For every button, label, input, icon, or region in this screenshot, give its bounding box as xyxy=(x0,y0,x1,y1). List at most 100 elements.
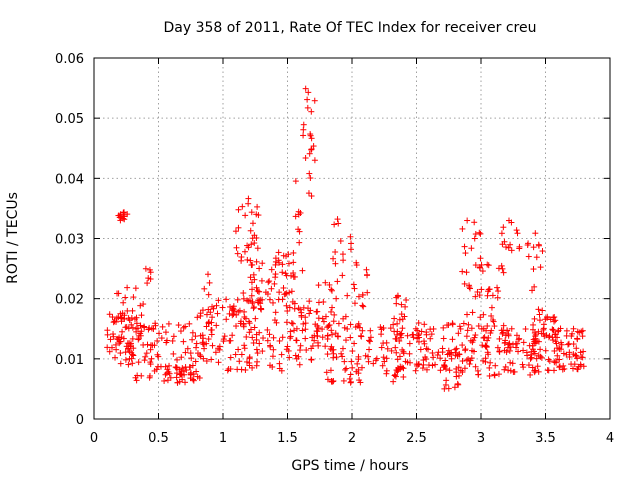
data-point xyxy=(524,352,531,359)
data-point xyxy=(472,363,479,370)
data-point xyxy=(238,257,245,264)
data-point xyxy=(326,281,333,288)
data-point xyxy=(203,340,210,347)
data-point xyxy=(455,381,462,388)
x-tick-label: 2 xyxy=(348,431,356,446)
data-point xyxy=(378,331,385,338)
data-point xyxy=(288,288,295,295)
data-point xyxy=(356,377,363,384)
data-point xyxy=(399,346,406,353)
data-point xyxy=(272,309,279,316)
data-point xyxy=(539,307,546,314)
data-point xyxy=(574,336,581,343)
data-point xyxy=(452,346,459,353)
data-point xyxy=(229,305,236,312)
data-point xyxy=(378,344,385,351)
data-point xyxy=(530,244,537,251)
data-point xyxy=(404,332,411,339)
data-point xyxy=(328,378,335,385)
data-point xyxy=(142,265,149,272)
data-point xyxy=(216,346,223,353)
data-point xyxy=(253,258,260,265)
data-point xyxy=(304,96,311,103)
data-point xyxy=(476,229,483,236)
data-point xyxy=(402,303,409,310)
y-tick-label: 0.02 xyxy=(55,293,84,308)
data-point xyxy=(245,318,252,325)
data-point xyxy=(293,337,300,344)
x-tick-label: 4 xyxy=(606,431,614,446)
data-point xyxy=(320,298,327,305)
data-point xyxy=(199,307,206,314)
data-point xyxy=(224,367,231,374)
data-point xyxy=(398,301,405,308)
data-point xyxy=(227,354,234,361)
data-point xyxy=(556,356,563,363)
data-point xyxy=(339,345,346,352)
data-point xyxy=(201,345,208,352)
data-point xyxy=(501,238,508,245)
data-point xyxy=(328,286,335,293)
data-point xyxy=(446,367,453,374)
data-point xyxy=(241,308,248,315)
data-point xyxy=(253,284,260,291)
data-point xyxy=(442,357,449,364)
data-point xyxy=(461,280,468,287)
data-point xyxy=(344,325,351,332)
data-point xyxy=(464,327,471,334)
data-point xyxy=(467,285,474,292)
data-point xyxy=(135,332,142,339)
data-point xyxy=(344,292,351,299)
data-point xyxy=(334,333,341,340)
data-point xyxy=(527,371,534,378)
data-point xyxy=(278,351,285,358)
data-point xyxy=(187,369,194,376)
data-point xyxy=(464,217,471,224)
data-point xyxy=(209,314,216,321)
data-point xyxy=(328,327,335,334)
data-point xyxy=(130,345,137,352)
data-point xyxy=(323,369,330,376)
data-point xyxy=(232,228,239,235)
data-point xyxy=(505,331,512,338)
data-point xyxy=(248,292,255,299)
data-point xyxy=(173,364,180,371)
data-point xyxy=(117,350,124,357)
data-point xyxy=(297,209,304,216)
data-point xyxy=(444,351,451,358)
data-point xyxy=(536,311,543,318)
data-point xyxy=(410,331,417,338)
data-point xyxy=(356,324,363,331)
data-point xyxy=(472,332,479,339)
data-point xyxy=(491,372,498,379)
data-point xyxy=(337,238,344,245)
data-point xyxy=(483,327,490,334)
data-point xyxy=(258,306,265,313)
data-point xyxy=(339,353,346,360)
data-point xyxy=(516,245,523,252)
data-point xyxy=(149,342,156,349)
data-point xyxy=(418,328,425,335)
data-point xyxy=(172,364,179,371)
data-point xyxy=(387,325,394,332)
data-point xyxy=(357,332,364,339)
data-point xyxy=(568,361,575,368)
data-point xyxy=(258,277,265,284)
data-point xyxy=(308,146,315,153)
data-point xyxy=(570,341,577,348)
data-point xyxy=(247,257,254,264)
x-axis-label: GPS time / hours xyxy=(291,458,408,474)
data-point xyxy=(351,300,358,307)
data-point xyxy=(355,320,362,327)
data-point xyxy=(129,335,136,342)
data-point xyxy=(504,344,511,351)
data-point xyxy=(471,334,478,341)
data-point xyxy=(180,324,187,331)
data-point xyxy=(529,287,536,294)
data-point xyxy=(573,345,580,352)
data-point xyxy=(291,327,298,334)
data-point xyxy=(170,333,177,340)
data-point xyxy=(205,271,212,278)
data-point xyxy=(515,348,522,355)
data-point xyxy=(259,348,266,355)
